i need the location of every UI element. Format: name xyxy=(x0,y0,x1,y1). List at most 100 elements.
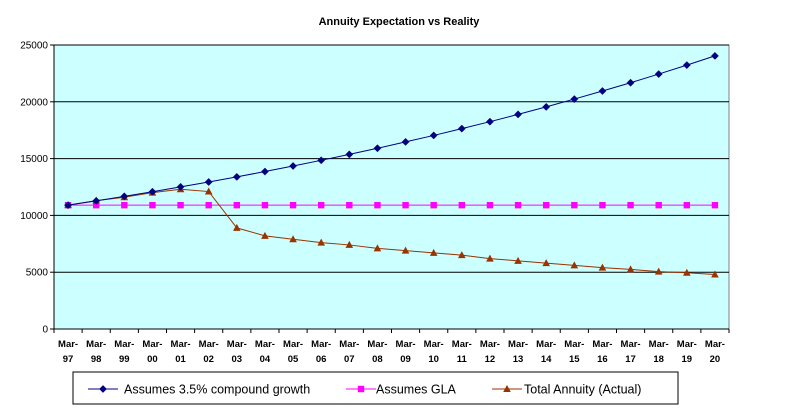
x-tick-label-5-line2: 02 xyxy=(203,354,214,365)
x-tick-label-22-line2: 19 xyxy=(682,354,693,365)
point-total-annuity-18 xyxy=(570,261,579,269)
point-gla-2 xyxy=(121,201,128,209)
point-compound-growth-18 xyxy=(570,95,579,104)
point-compound-growth-21 xyxy=(654,70,663,79)
point-compound-growth-4 xyxy=(176,182,185,191)
point-total-annuity-10 xyxy=(345,240,354,248)
point-total-annuity-14 xyxy=(458,251,466,259)
legend-box xyxy=(72,371,679,405)
x-tick-label-23: Mar- xyxy=(705,339,725,350)
y-tick-label-5: 25000 xyxy=(20,41,48,52)
point-total-annuity-13 xyxy=(429,248,438,256)
y-tick-label-3: 15000 xyxy=(20,154,48,165)
legend: Assumes 3.5% compound growth Assumes GLA T… xyxy=(72,371,679,405)
point-compound-growth-13 xyxy=(429,131,438,140)
x-tick-label-10: Mar- xyxy=(339,339,359,350)
point-total-annuity-9 xyxy=(317,238,325,246)
point-gla-11 xyxy=(374,201,381,209)
point-gla-17 xyxy=(542,201,550,209)
point-total-annuity-20 xyxy=(626,265,635,273)
point-total-annuity-7 xyxy=(261,231,269,239)
legend-label-total-annuity: Total Annuity (Actual) xyxy=(524,383,641,397)
point-gla-6 xyxy=(233,201,241,209)
point-compound-growth-0 xyxy=(64,201,73,210)
x-tick-label-5: Mar- xyxy=(199,339,219,350)
chart-title: Annuity Expectation vs Reality xyxy=(319,16,481,28)
x-tick-label-14-line2: 11 xyxy=(457,354,468,365)
x-tick-label-6: Mar- xyxy=(227,339,247,350)
point-total-annuity-12 xyxy=(401,246,410,254)
x-tick-label-17: Mar- xyxy=(536,339,556,350)
point-gla-22 xyxy=(683,201,691,209)
point-compound-growth-16 xyxy=(514,110,523,119)
point-gla-16 xyxy=(514,201,522,209)
x-tick-label-2-line2: 99 xyxy=(119,354,130,365)
series-gla xyxy=(64,201,719,209)
plot-area xyxy=(53,44,730,330)
x-tick-label-13-line2: 10 xyxy=(428,354,439,365)
point-gla-3 xyxy=(149,201,156,209)
point-compound-growth-23 xyxy=(710,51,719,60)
x-tick-label-18-line2: 15 xyxy=(569,354,580,365)
legend-label-gla: Assumes GLA xyxy=(376,383,457,397)
x-tick-label-22: Mar- xyxy=(677,339,697,350)
point-gla-4 xyxy=(177,201,184,209)
series-line-total-annuity xyxy=(67,188,715,275)
x-tick-label-21-line2: 18 xyxy=(653,354,664,365)
x-tick-label-7: Mar- xyxy=(255,339,275,350)
x-tick-label-15-line2: 12 xyxy=(485,354,496,365)
point-gla-14 xyxy=(458,201,466,209)
point-compound-growth-20 xyxy=(626,78,635,87)
legend-marker-compound-growth xyxy=(99,385,107,393)
point-compound-growth-5 xyxy=(204,178,213,186)
point-total-annuity-11 xyxy=(373,244,382,252)
point-total-annuity-19 xyxy=(598,263,607,271)
x-tick-label-4: Mar- xyxy=(171,339,191,350)
x-tick-label-16: Mar- xyxy=(508,339,528,350)
point-compound-growth-12 xyxy=(401,137,410,146)
point-gla-15 xyxy=(486,201,494,209)
point-compound-growth-22 xyxy=(682,61,691,70)
x-tick-label-3-line2: 00 xyxy=(147,354,158,365)
point-gla-9 xyxy=(317,201,325,209)
point-gla-19 xyxy=(599,201,606,209)
point-gla-18 xyxy=(571,201,578,209)
x-tick-label-21: Mar- xyxy=(649,339,669,350)
point-total-annuity-8 xyxy=(289,235,297,243)
point-gla-5 xyxy=(205,201,212,209)
y-tick-label-4: 20000 xyxy=(20,97,48,108)
x-tick-label-7-line2: 04 xyxy=(260,354,271,365)
legend-label-compound-growth: Assumes 3.5% compound growth xyxy=(124,383,310,397)
x-tick-label-3: Mar- xyxy=(142,339,162,350)
point-total-annuity-17 xyxy=(542,259,550,267)
x-tick-label-0: Mar- xyxy=(58,339,78,350)
series-layer xyxy=(64,51,719,278)
x-tick-label-1-line2: 98 xyxy=(91,354,102,365)
point-compound-growth-3 xyxy=(148,187,157,196)
series-compound-growth xyxy=(64,51,719,210)
point-gla-20 xyxy=(627,201,634,209)
point-total-annuity-23 xyxy=(711,270,719,278)
x-tick-label-9: Mar- xyxy=(311,339,331,350)
point-gla-13 xyxy=(430,201,437,209)
legend-marker-gla xyxy=(357,385,365,393)
x-tick-label-1: Mar- xyxy=(86,339,106,350)
point-compound-growth-2 xyxy=(120,192,129,201)
x-tick-label-18: Mar- xyxy=(564,339,584,350)
point-compound-growth-11 xyxy=(373,144,382,153)
point-total-annuity-21 xyxy=(654,267,663,275)
x-tick-label-11: Mar- xyxy=(367,339,387,350)
point-total-annuity-5 xyxy=(204,187,213,195)
point-total-annuity-22 xyxy=(683,268,691,276)
point-compound-growth-7 xyxy=(260,167,269,176)
y-tick-label-1: 5000 xyxy=(26,268,49,279)
x-tick-label-17-line2: 14 xyxy=(541,354,552,365)
point-gla-21 xyxy=(655,201,662,209)
legend-marker-total-annuity xyxy=(503,385,511,392)
x-tick-label-12: Mar- xyxy=(396,339,416,350)
x-tick-label-16-line2: 13 xyxy=(513,354,524,365)
x-tick-label-20-line2: 17 xyxy=(625,354,636,365)
x-axis-ticks: Mar- 97 Mar- 98 Mar- 99 Mar- 00 Mar- 01 Mar- 02 Mar-… xyxy=(53,329,730,365)
x-tick-label-6-line2: 03 xyxy=(232,354,243,365)
